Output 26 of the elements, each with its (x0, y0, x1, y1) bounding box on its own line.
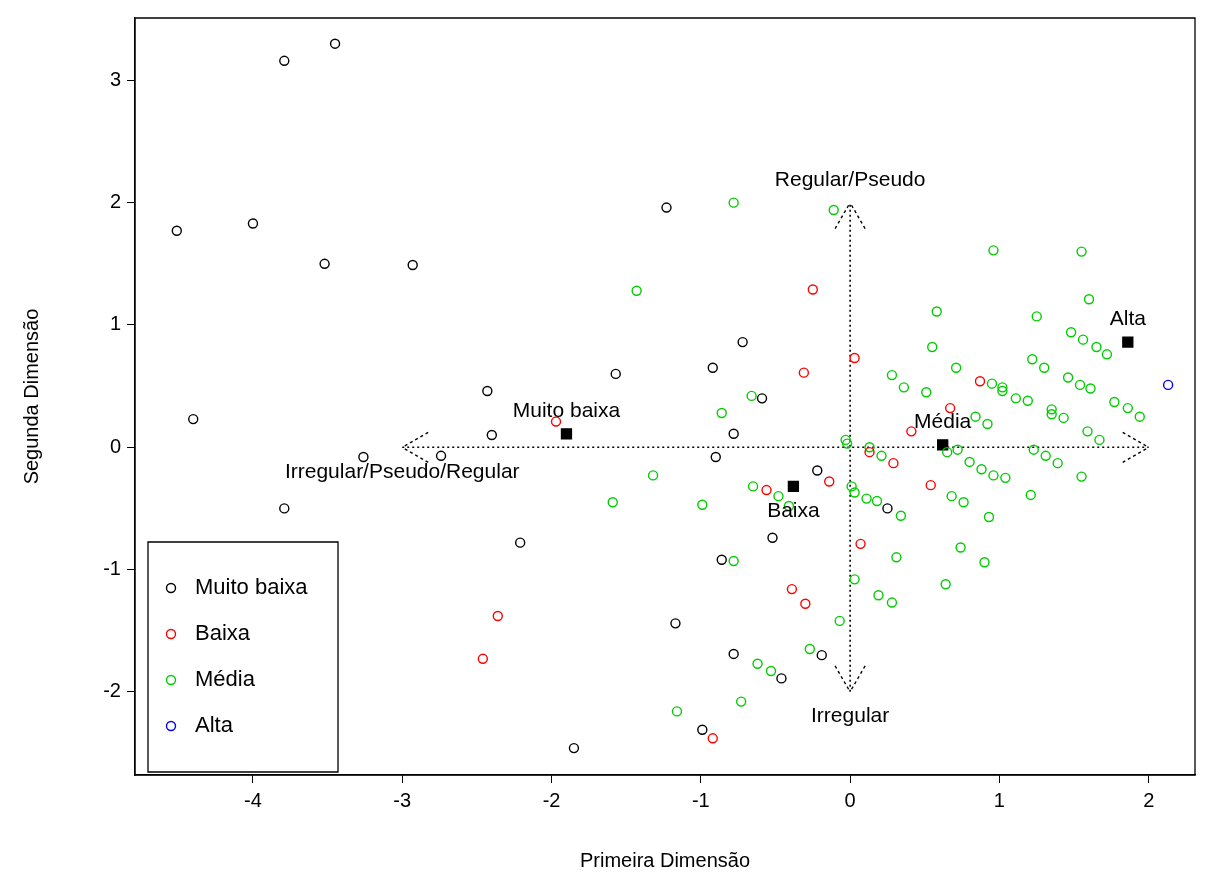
x-tick-label: -3 (393, 788, 412, 811)
x-tick-label: -4 (244, 788, 262, 811)
y-tick-label: 1 (109, 312, 121, 335)
x-axis-title: Primeira Dimensão (579, 848, 751, 871)
legend-label: Alta (195, 712, 234, 738)
y-tick-label: -1 (103, 557, 121, 580)
legend-label: Baixa (195, 620, 251, 646)
y-tick-label: 2 (109, 190, 121, 213)
y-tick-label: -2 (103, 679, 121, 702)
x-tick-label: -1 (691, 788, 710, 811)
x-tick-label: 0 (844, 788, 856, 811)
y-axis-title: Segunda Dimensão (19, 308, 42, 485)
annotation: Baixa (767, 497, 820, 521)
y-tick-label: 3 (109, 67, 121, 90)
annotation: Regular/Pseudo (774, 166, 926, 190)
annotation: Irregular/Pseudo/Regular (284, 458, 520, 482)
annotation: Alta (1109, 306, 1147, 330)
annotation: Média (914, 409, 972, 433)
x-tick-label: 1 (993, 788, 1005, 811)
x-tick-label: -2 (542, 788, 561, 811)
annotation: Muito baixa (512, 398, 621, 422)
annotation: Irregular (811, 703, 890, 727)
y-tick-label: 0 (109, 434, 121, 457)
x-tick-label: 2 (1143, 788, 1155, 811)
legend-label: Muito baixa (195, 574, 309, 600)
legend-label: Média (195, 666, 256, 692)
